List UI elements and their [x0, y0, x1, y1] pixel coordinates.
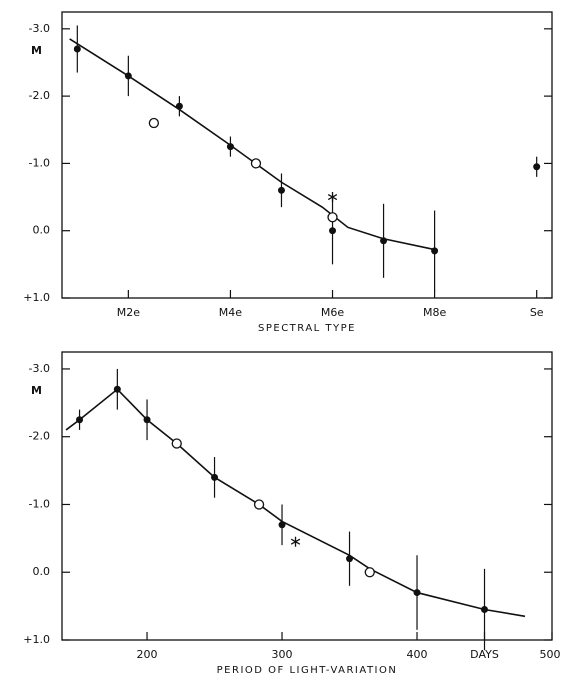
y-axis-label: M: [31, 44, 42, 57]
star-point: [327, 192, 338, 203]
point: [73, 45, 81, 53]
y-tick-label: -2.0: [29, 430, 50, 443]
point: [278, 521, 286, 529]
point: [380, 237, 388, 245]
point: [329, 227, 337, 235]
star-point: [290, 536, 301, 547]
point: [76, 416, 84, 424]
x-axis-label: SPECTRAL TYPE: [258, 323, 356, 334]
point: [481, 606, 489, 614]
y-tick-label: +1.0: [23, 633, 50, 646]
x-tick-label: 200: [137, 648, 158, 661]
x-tick-label: M4e: [219, 306, 242, 319]
x-tick-label: 400: [407, 648, 428, 661]
y-tick-label: 0.0: [33, 565, 51, 578]
point: [346, 555, 354, 563]
x-tick-label: DAYS: [470, 648, 499, 661]
open-point: [364, 567, 375, 578]
x-tick-label: Se: [530, 306, 544, 319]
x-tick-label: M2e: [117, 306, 140, 319]
x-tick-label: 500: [540, 648, 561, 661]
point: [143, 416, 151, 424]
y-tick-label: -3.0: [29, 362, 50, 375]
plot-frame: [61, 11, 553, 299]
y-tick-label: 0.0: [33, 224, 51, 237]
y-tick-label: -1.0: [29, 497, 50, 510]
point: [431, 247, 439, 255]
y-tick-label: +1.0: [23, 291, 50, 304]
point: [277, 186, 285, 194]
open-point: [171, 438, 182, 449]
point: [124, 72, 132, 80]
x-tick-label: M6e: [321, 306, 344, 319]
point: [413, 589, 421, 597]
open-point: [253, 499, 265, 510]
point: [211, 473, 219, 481]
y-axis-label: M: [31, 384, 42, 397]
x-tick-label: 300: [272, 648, 293, 661]
point: [533, 163, 541, 171]
open-point: [148, 117, 160, 129]
y-tick-label: -1.0: [29, 156, 50, 169]
x-tick-label: M8e: [423, 306, 446, 319]
y-tick-label: -3.0: [29, 22, 50, 35]
plot-frame: [61, 351, 553, 641]
x-axis-label: PERIOD OF LIGHT-VARIATION: [217, 665, 398, 676]
point: [226, 143, 234, 151]
point: [113, 385, 121, 393]
point: [175, 102, 183, 110]
open-point: [250, 158, 262, 169]
curve: [65, 388, 526, 618]
curve: [69, 38, 435, 251]
y-tick-label: -2.0: [29, 89, 50, 102]
open-point: [327, 212, 338, 223]
